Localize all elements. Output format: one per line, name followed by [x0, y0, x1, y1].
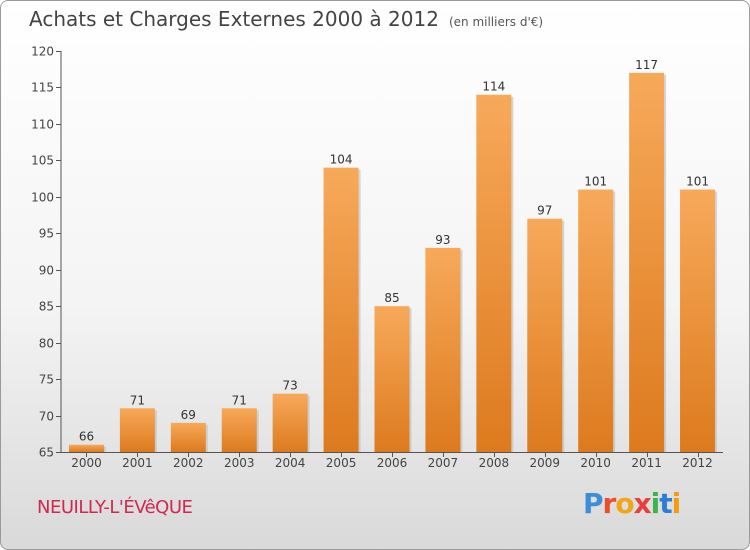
logo-letter: t: [659, 487, 672, 520]
y-tick-label: 65: [39, 446, 54, 460]
bar: [323, 167, 359, 452]
y-tick-label: 100: [31, 191, 54, 205]
x-tick-label: 2006: [377, 456, 408, 470]
data-label: 66: [79, 430, 94, 444]
bar: [476, 94, 512, 452]
x-tick-label: 2003: [224, 456, 255, 470]
bar: [629, 72, 665, 452]
x-tick-label: 2009: [529, 456, 560, 470]
y-tick-label: 80: [39, 337, 54, 351]
data-label: 85: [384, 291, 399, 305]
data-label: 93: [435, 233, 450, 247]
y-tick-label: 90: [39, 264, 54, 278]
x-tick-label: 2002: [173, 456, 204, 470]
bar: [272, 393, 308, 452]
data-label: 97: [537, 204, 552, 218]
bar: [527, 218, 563, 452]
bar: [578, 189, 614, 452]
y-tick-label: 75: [39, 373, 54, 387]
data-label: 71: [232, 393, 247, 407]
data-label: 71: [130, 393, 145, 407]
data-label: 73: [283, 379, 298, 393]
bar: [425, 247, 461, 452]
bar: [221, 408, 257, 452]
bar: [68, 444, 104, 452]
x-tick-label: 2007: [428, 456, 459, 470]
logo-letter: r: [602, 487, 617, 520]
y-tick-label: 105: [31, 154, 54, 168]
x-tick-label: 2011: [631, 456, 662, 470]
x-tick-label: 2004: [275, 456, 306, 470]
data-label: 101: [686, 175, 709, 189]
data-label: 117: [635, 58, 658, 72]
logo-letter: i: [671, 487, 682, 520]
chart-title: Achats et Charges Externes 2000 à 2012 (e…: [29, 7, 543, 31]
data-label: 114: [482, 80, 505, 94]
y-tick-label: 85: [39, 300, 54, 314]
data-label: 104: [330, 153, 353, 167]
x-tick-label: 2012: [682, 456, 713, 470]
data-label: 101: [584, 175, 607, 189]
x-tick-label: 2001: [122, 456, 153, 470]
logo-letter: o: [615, 487, 634, 520]
y-tick-label: 115: [31, 81, 54, 95]
y-tick-label: 95: [39, 227, 54, 241]
y-tick-label: 70: [39, 410, 54, 424]
x-tick-label: 2000: [71, 456, 102, 470]
place-name: NEUILLY-L'ÉVêQUE: [37, 497, 193, 518]
bar: [680, 189, 716, 452]
logo-letter: P: [583, 487, 604, 520]
logo-letter: i: [650, 487, 661, 520]
logo-letter: x: [633, 487, 652, 520]
data-label: 69: [181, 408, 196, 422]
chart-subtitle: (en milliers d'€): [448, 15, 544, 29]
bar: [119, 408, 155, 452]
proxiti-logo: Proxiti: [583, 487, 682, 520]
chart-title-text: Achats et Charges Externes 2000 à 2012: [29, 7, 439, 31]
y-tick-label: 120: [31, 45, 54, 59]
x-tick-label: 2005: [326, 456, 357, 470]
bar: [374, 306, 410, 452]
x-tick-label: 2010: [580, 456, 611, 470]
y-tick-label: 110: [31, 118, 54, 132]
bar: [170, 422, 206, 452]
x-tick-label: 2008: [479, 456, 510, 470]
